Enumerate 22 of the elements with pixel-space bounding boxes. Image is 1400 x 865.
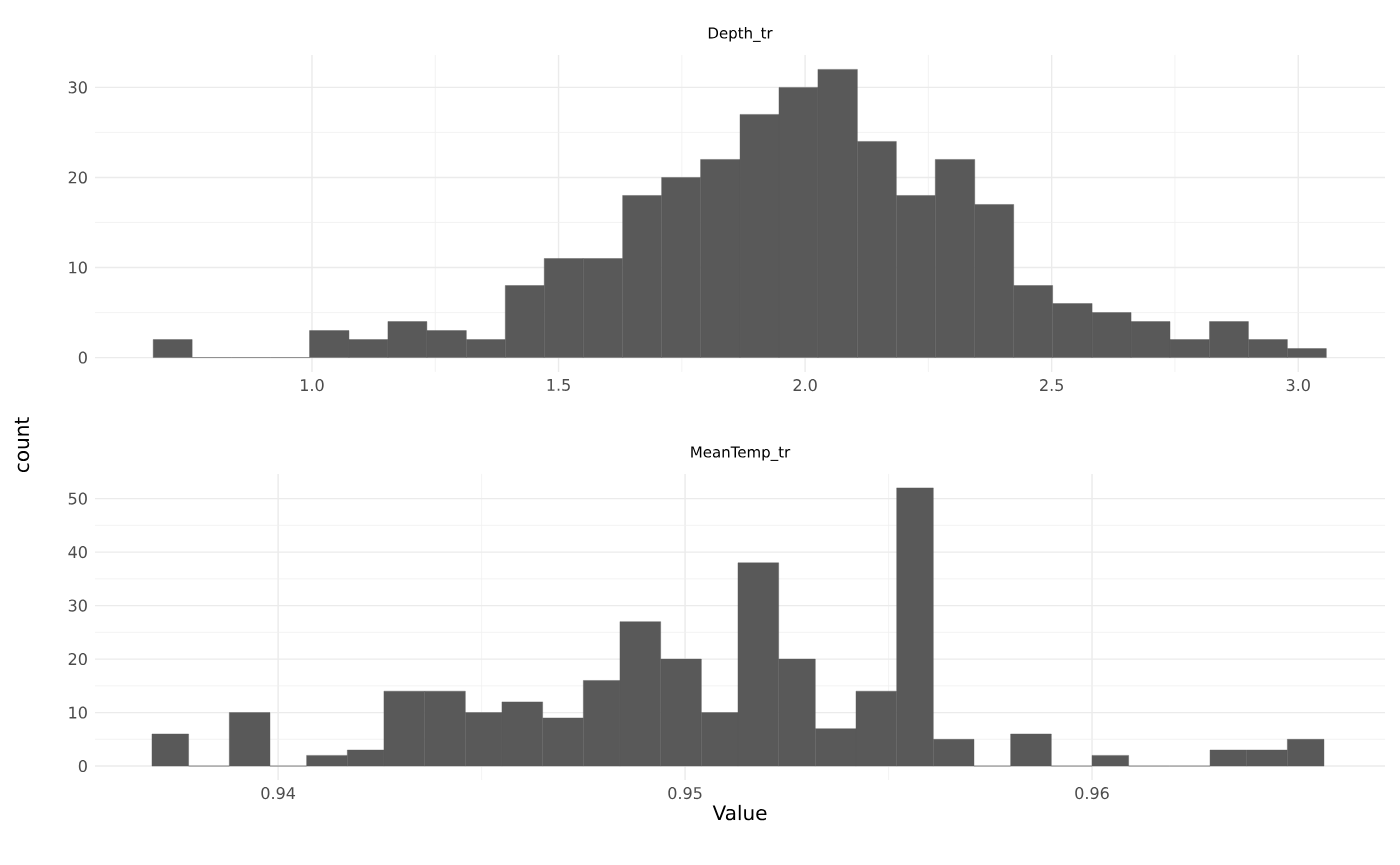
x-tick-label: 0.96 xyxy=(1075,787,1109,800)
x-tick-label: 1.0 xyxy=(301,379,324,392)
y-tick-label: 10 xyxy=(69,261,87,274)
x-tick-label: 1.5 xyxy=(547,379,570,391)
x-tick-label: 2.0 xyxy=(793,379,817,392)
chart-title: Depth_tr xyxy=(708,26,773,42)
y-tick-label: 0 xyxy=(78,760,87,773)
y-tick-label: 20 xyxy=(68,653,87,666)
y-tick-label: 40 xyxy=(68,546,87,559)
y-tick-label: 30 xyxy=(68,81,87,94)
x-tick-label: 0.94 xyxy=(261,787,296,800)
y-axis-title: count xyxy=(14,417,30,473)
y-tick-label: 0 xyxy=(78,351,87,364)
y-tick-label: 10 xyxy=(69,706,87,719)
y-tick-label: 30 xyxy=(68,599,87,612)
chart-title: MeanTemp_tr xyxy=(691,446,791,461)
y-tick-label: 50 xyxy=(68,492,87,505)
x-tick-label: 3.0 xyxy=(1286,379,1310,392)
x-tick-label: 0.95 xyxy=(668,787,702,800)
x-tick-label: 2.5 xyxy=(1040,379,1063,392)
y-tick-label: 20 xyxy=(68,171,87,184)
x-axis-title: Value xyxy=(712,804,767,821)
